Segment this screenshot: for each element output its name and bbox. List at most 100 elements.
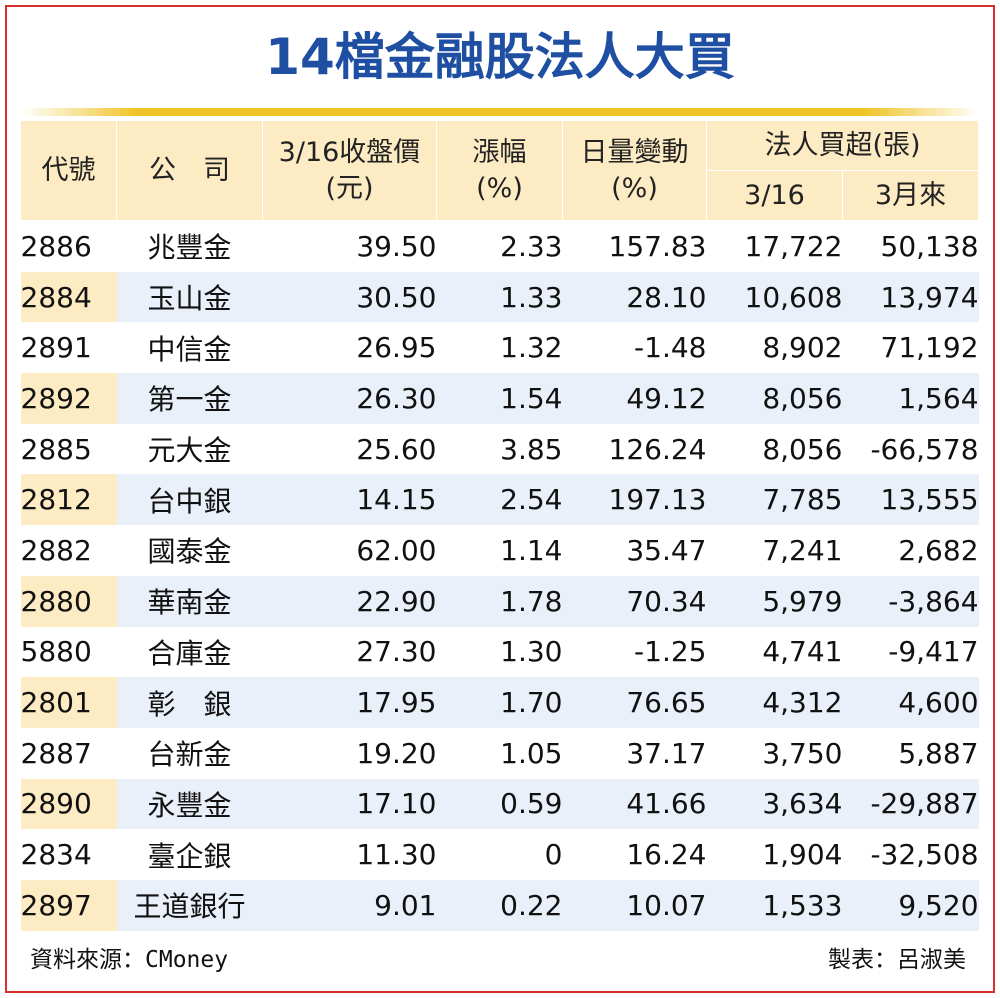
cell-code: 2887 <box>20 736 92 770</box>
cell-change: 1.32 <box>500 331 563 365</box>
cell-close-price: 11.30 <box>356 838 437 872</box>
cell-net-buy-month: 50,138 <box>880 229 979 263</box>
table-row: 5880 合庫金 27.30 1.30 -1.25 4,741 -9,417 <box>21 627 979 678</box>
header-company: 公 司 <box>116 120 263 221</box>
cell-net-buy-month: 1,564 <box>842 373 979 424</box>
table-body: 2886 兆豐金 39.50 2.33 157.83 17,722 50,138 2884 玉山… <box>20 221 979 931</box>
cell-change: 1.54 <box>436 373 563 424</box>
cell-net-buy-day: 8,056 <box>706 373 843 424</box>
cell-company: 第一金 <box>116 373 263 424</box>
cell-close-price: 30.50 <box>262 271 437 323</box>
cell-code: 2812 <box>20 474 117 526</box>
cell-code: 2891 <box>20 331 92 365</box>
cell-net-buy-day: 17,722 <box>744 229 843 263</box>
cell-change: 1.05 <box>500 736 563 770</box>
cell-net-buy-day: 8,056 <box>762 432 843 466</box>
cell-close-price: 14.15 <box>262 474 437 526</box>
cell-close-price: 17.95 <box>262 677 437 728</box>
cell-net-buy-month: 4,600 <box>842 677 979 728</box>
cell-change: 2.54 <box>436 474 563 526</box>
cell-code: 2834 <box>20 838 92 872</box>
table-row: 2897 王道銀行 9.01 0.22 10.07 1,533 9,520 <box>20 879 979 931</box>
header-close-price-line1: 3/16收盤價 <box>278 137 421 169</box>
table-row: 2812 台中銀 14.15 2.54 197.13 7,785 13,555 <box>20 474 979 526</box>
table-row: 2834 臺企銀 11.30 0 16.24 1,904 -32,508 <box>21 829 979 880</box>
cell-close-price: 9.01 <box>262 879 437 931</box>
cell-code: 2890 <box>20 778 117 830</box>
cell-volume-change: 70.34 <box>562 575 707 627</box>
cell-volume-change: 76.65 <box>562 677 707 728</box>
cell-net-buy-day: 1,533 <box>706 879 843 931</box>
cell-company: 玉山金 <box>116 271 263 323</box>
cell-net-buy-day: 7,785 <box>706 474 843 526</box>
cell-change: 0.59 <box>436 778 563 830</box>
cell-code: 2885 <box>20 432 92 466</box>
credit-note: 製表：呂淑美 <box>828 947 966 973</box>
header-volume-change-line2: (%) <box>611 172 658 204</box>
header-change-line1: 漲幅 <box>472 137 527 169</box>
cell-volume-change: 16.24 <box>626 838 707 872</box>
table-row: 2891 中信金 26.95 1.32 -1.48 8,902 71,192 <box>21 322 979 373</box>
cell-company: 彰 銀 <box>116 677 263 728</box>
header-change: 漲幅 (%) <box>436 120 563 221</box>
cell-net-buy-month: -3,864 <box>842 575 979 627</box>
cell-net-buy-day: 1,904 <box>762 838 843 872</box>
table-row: 2886 兆豐金 39.50 2.33 157.83 17,722 50,138 <box>21 221 979 272</box>
cell-company: 王道銀行 <box>116 879 263 931</box>
cell-close-price: 26.30 <box>262 373 437 424</box>
cell-company: 兆豐金 <box>147 231 232 265</box>
cell-change: 0 <box>544 838 563 872</box>
cell-close-price: 39.50 <box>356 229 437 263</box>
cell-code: 2886 <box>20 229 92 263</box>
cell-net-buy-month: 2,682 <box>898 533 979 567</box>
cell-net-buy-month: 13,555 <box>842 474 979 526</box>
cell-volume-change: 28.10 <box>562 271 707 323</box>
table-row: 2890 永豐金 17.10 0.59 41.66 3,634 -29,887 <box>20 778 979 830</box>
cell-close-price: 27.30 <box>356 635 437 669</box>
cell-net-buy-day: 3,750 <box>762 736 843 770</box>
cell-close-price: 25.60 <box>356 432 437 466</box>
cell-net-buy-month: -32,508 <box>870 838 979 872</box>
source-note: 資料來源：CMoney <box>30 947 229 973</box>
cell-company: 臺企銀 <box>147 839 232 873</box>
cell-code: 2884 <box>20 271 117 323</box>
cell-code: 5880 <box>20 635 92 669</box>
cell-company: 合庫金 <box>147 636 232 670</box>
header-volume-change-line1: 日量變動 <box>580 137 689 169</box>
cell-volume-change: 49.12 <box>562 373 707 424</box>
cell-close-price: 17.10 <box>262 778 437 830</box>
stock-table: 代號 公 司 3/16收盤價 (元) 漲幅 (%) 日量變動 (%) 法人買超(… <box>20 120 980 931</box>
cell-net-buy-day: 5,979 <box>706 575 843 627</box>
cell-code: 2882 <box>20 533 92 567</box>
cell-change: 1.33 <box>436 271 563 323</box>
cell-net-buy-month: 5,887 <box>898 736 979 770</box>
cell-volume-change: 35.47 <box>626 533 707 567</box>
cell-net-buy-day: 4,312 <box>706 677 843 728</box>
header-net-buy: 法人買超(張) <box>705 120 980 171</box>
cell-volume-change: 126.24 <box>608 432 707 466</box>
cell-net-buy-day: 7,241 <box>762 533 843 567</box>
table-row: 2880 華南金 22.90 1.78 70.34 5,979 -3,864 <box>20 575 979 627</box>
cell-net-buy-month: -9,417 <box>888 635 979 669</box>
cell-change: 2.33 <box>500 229 563 263</box>
cell-change: 1.70 <box>436 677 563 728</box>
cell-net-buy-day: 4,741 <box>762 635 843 669</box>
cell-net-buy-day: 3,634 <box>706 778 843 830</box>
cell-change: 1.14 <box>500 533 563 567</box>
cell-change: 3.85 <box>500 432 563 466</box>
cell-volume-change: 10.07 <box>562 879 707 931</box>
cell-change: 1.30 <box>500 635 563 669</box>
header-close-price: 3/16收盤價 (元) <box>262 120 437 221</box>
header-volume-change: 日量變動 (%) <box>562 120 707 221</box>
table-row: 2884 玉山金 30.50 1.33 28.10 10,608 13,974 <box>20 271 979 323</box>
cell-code: 2880 <box>20 575 117 627</box>
header-net-buy-day: 3/16 <box>706 170 843 221</box>
title-divider <box>22 108 980 116</box>
table-row: 2882 國泰金 62.00 1.14 35.47 7,241 2,682 <box>21 525 979 576</box>
cell-net-buy-month: -66,578 <box>870 432 979 466</box>
cell-close-price: 22.90 <box>262 575 437 627</box>
cell-net-buy-day: 10,608 <box>706 271 843 323</box>
cell-company: 華南金 <box>116 575 263 627</box>
cell-code: 2897 <box>20 879 117 931</box>
cell-volume-change: 197.13 <box>562 474 707 526</box>
